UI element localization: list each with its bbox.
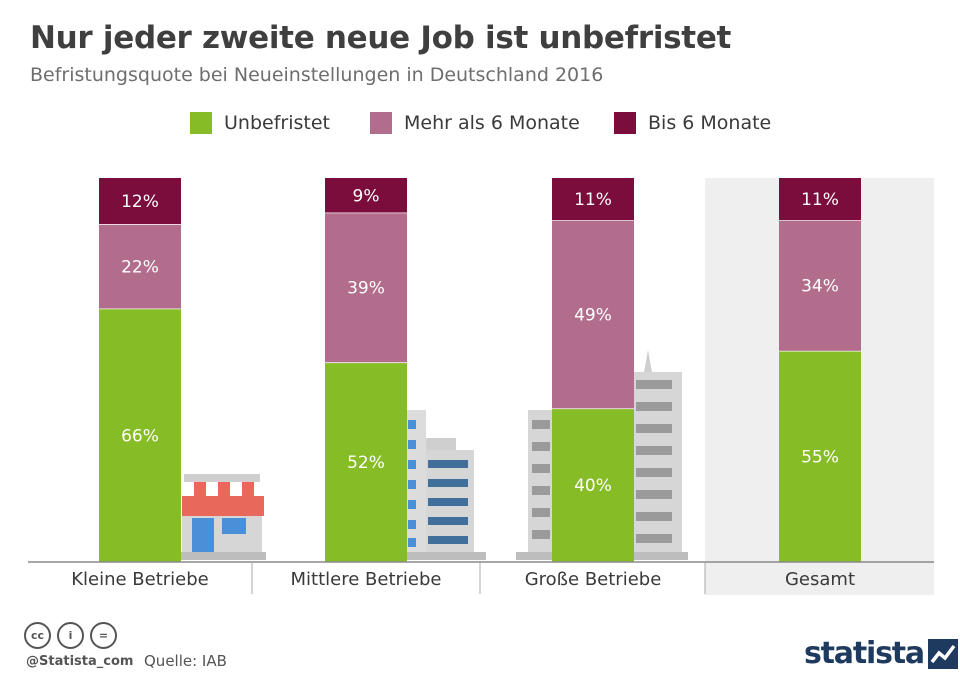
bar-kleine-betriebe-mehr-als-6-monate — [99, 224, 181, 309]
bar-kleine-betriebe-bis-6-monate — [99, 178, 181, 225]
chart-subtitle: Befristungsquote bei Neueinstellungen in… — [30, 64, 604, 86]
statista-logo[interactable]: statista — [804, 636, 958, 671]
data-label-kleine-betriebe-unbefristet: 66% — [121, 426, 159, 446]
data-label-kleine-betriebe-mehr-als-6-monate: 22% — [121, 257, 159, 277]
x-tick-label-kleine-betriebe: Kleine Betriebe — [71, 569, 209, 590]
x-tick-label-grosse-betriebe: Große Betriebe — [525, 569, 662, 590]
stacked-bar-chart: 66% 22% 12% 52% 39% 9% 40% 49% 11% 55% 34% 11% Klei… — [28, 178, 934, 595]
legend-label-unbefristet: Unbefristet — [224, 112, 330, 134]
data-label-mittlere-betriebe-mehr-als-6-monate: 39% — [347, 278, 385, 298]
data-label-gesamt-bis-6-monate: 11% — [801, 190, 839, 210]
data-label-gesamt-unbefristet: 55% — [801, 447, 839, 467]
legend-swatch-bis-6-monate — [614, 112, 636, 134]
x-tick-labels: Kleine Betriebe Mittlere Betriebe Große Be… — [71, 569, 855, 590]
data-label-grosse-betriebe-mehr-als-6-monate: 49% — [574, 305, 612, 325]
statista-mark-icon — [927, 638, 958, 669]
bar-gesamt-unbefristet — [779, 350, 861, 562]
legend-label-mehr-als-6-monate: Mehr als 6 Monate — [404, 112, 580, 134]
legend-item-bis-6-monate: Bis 6 Monate — [614, 110, 771, 136]
data-label-gesamt-mehr-als-6-monate: 34% — [801, 277, 839, 297]
bar-grosse-betriebe-unbefristet — [552, 408, 634, 562]
data-label-mittlere-betriebe-unbefristet: 52% — [347, 453, 385, 473]
nd-icon[interactable]: = — [90, 622, 117, 649]
shop-illustration — [178, 474, 266, 560]
data-label-grosse-betriebe-bis-6-monate: 11% — [574, 190, 612, 210]
legend-item-mehr-als-6-monate: Mehr als 6 Monate — [370, 110, 580, 136]
legend: Unbefristet Mehr als 6 Monate Bis 6 Mona… — [0, 110, 960, 136]
data-label-grosse-betriebe-unbefristet: 40% — [574, 476, 612, 496]
bar-mittlere-betriebe-unbefristet — [325, 362, 407, 562]
bar-kleine-betriebe-unbefristet — [99, 308, 181, 562]
chart-title: Nur jeder zweite neue Job ist unbefriste… — [30, 20, 732, 56]
x-tick-label-mittlere-betriebe: Mittlere Betriebe — [291, 569, 442, 590]
legend-label-bis-6-monate: Bis 6 Monate — [648, 112, 772, 134]
brand-name: statista — [804, 636, 925, 671]
legend-swatch-mehr-als-6-monate — [370, 112, 392, 134]
bar-gesamt-mehr-als-6-monate — [779, 220, 861, 351]
source-note: Quelle: IAB — [144, 652, 227, 670]
bar-grosse-betriebe-bis-6-monate — [552, 178, 634, 221]
x-tick-label-gesamt: Gesamt — [785, 569, 855, 590]
office-illustration — [404, 410, 486, 560]
cc-icon[interactable]: cc — [24, 622, 51, 649]
bar-mittlere-betriebe-mehr-als-6-monate — [325, 212, 407, 363]
legend-item-unbefristet: Unbefristet — [190, 110, 330, 136]
bar-grosse-betriebe-mehr-als-6-monate — [552, 220, 634, 409]
data-label-kleine-betriebe-bis-6-monate: 12% — [121, 192, 159, 212]
by-icon[interactable]: i — [57, 622, 84, 649]
data-label-mittlere-betriebe-bis-6-monate: 9% — [353, 186, 380, 206]
statista-handle: @Statista_com — [26, 654, 134, 669]
legend-swatch-unbefristet — [190, 112, 212, 134]
bar-mittlere-betriebe-bis-6-monate — [325, 178, 407, 213]
license-icons: cc i = — [24, 622, 117, 649]
bars-group: 66% 22% 12% 52% 39% 9% 40% 49% 11% 55% 34% 11% — [99, 178, 861, 562]
bar-gesamt-bis-6-monate — [779, 178, 861, 221]
